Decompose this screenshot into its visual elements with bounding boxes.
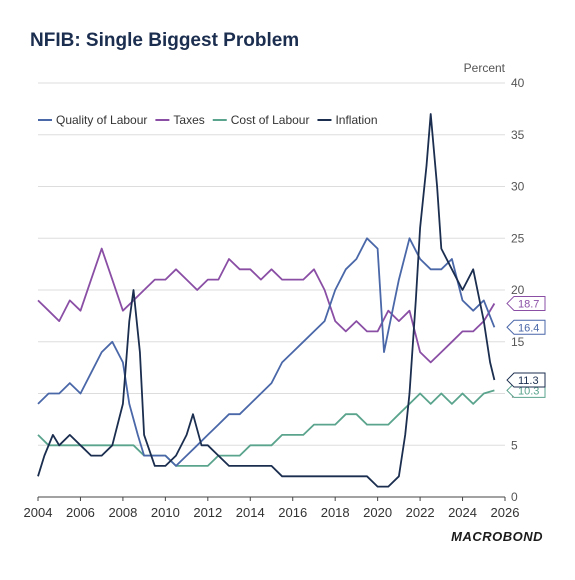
legend-entry: Inflation <box>335 113 377 127</box>
x-tick-label: 2020 <box>363 505 392 520</box>
end-label-box <box>506 319 546 335</box>
end-labels: 16.4 18.7 10.311.3 <box>506 295 546 398</box>
y-tick-label: 15 <box>511 335 525 349</box>
y-tick-label: 5 <box>511 438 518 452</box>
end-label-3: 11.3 <box>506 372 546 388</box>
end-label-box <box>506 295 546 311</box>
series-line-3 <box>37 113 496 488</box>
x-axis: 2004 2006 2008 2010 2012 2014 2016 2018 2020 2022… <box>24 496 520 520</box>
y-tick-label: 20 <box>511 283 525 297</box>
series-line-1 <box>37 247 496 364</box>
y-axis-label: Percent <box>464 61 506 75</box>
end-label-box <box>506 372 546 388</box>
y-tick-label: 25 <box>511 231 525 245</box>
end-label-0: 16.4 <box>506 319 546 335</box>
x-tick-label: 2018 <box>321 505 350 520</box>
y-tick-label: 35 <box>511 128 525 142</box>
series-line-0 <box>37 237 496 467</box>
y-tick-label: 30 <box>511 180 525 194</box>
legend-entry: Cost of Labour <box>231 113 310 127</box>
x-tick-label: 2022 <box>406 505 435 520</box>
legend-entry: Taxes <box>173 113 204 127</box>
end-label-1: 18.7 <box>506 295 546 311</box>
grid-lines <box>38 82 505 498</box>
end-label-text: 16.4 <box>518 322 539 334</box>
chart-title: NFIB: Single Biggest Problem <box>30 30 300 51</box>
x-tick-label: 2014 <box>236 505 265 520</box>
series-line-2 <box>37 389 495 467</box>
x-tick-label: 2004 <box>24 505 53 520</box>
series-lines <box>37 113 496 488</box>
x-tick-label: 2024 <box>448 505 477 520</box>
x-tick-label: 2016 <box>278 505 307 520</box>
y-tick-label: 40 <box>511 76 525 90</box>
x-tick-label: 2006 <box>66 505 95 520</box>
end-label-text: 18.7 <box>518 298 539 310</box>
x-tick-label: 2026 <box>491 505 520 520</box>
x-tick-label: 2008 <box>108 505 137 520</box>
macrobond-logo: MACROBOND <box>451 529 543 544</box>
y-axis: 0510152025303540 <box>511 76 525 504</box>
legend: Quality of Labour Taxes Cost of Labour Infl… <box>38 113 378 127</box>
end-label-text: 10.3 <box>518 385 539 397</box>
x-tick-label: 2010 <box>151 505 180 520</box>
end-label-text: 11.3 <box>518 375 539 387</box>
x-tick-label: 2012 <box>193 505 222 520</box>
y-tick-label: 0 <box>511 490 518 504</box>
legend-entry: Quality of Labour <box>56 113 147 127</box>
